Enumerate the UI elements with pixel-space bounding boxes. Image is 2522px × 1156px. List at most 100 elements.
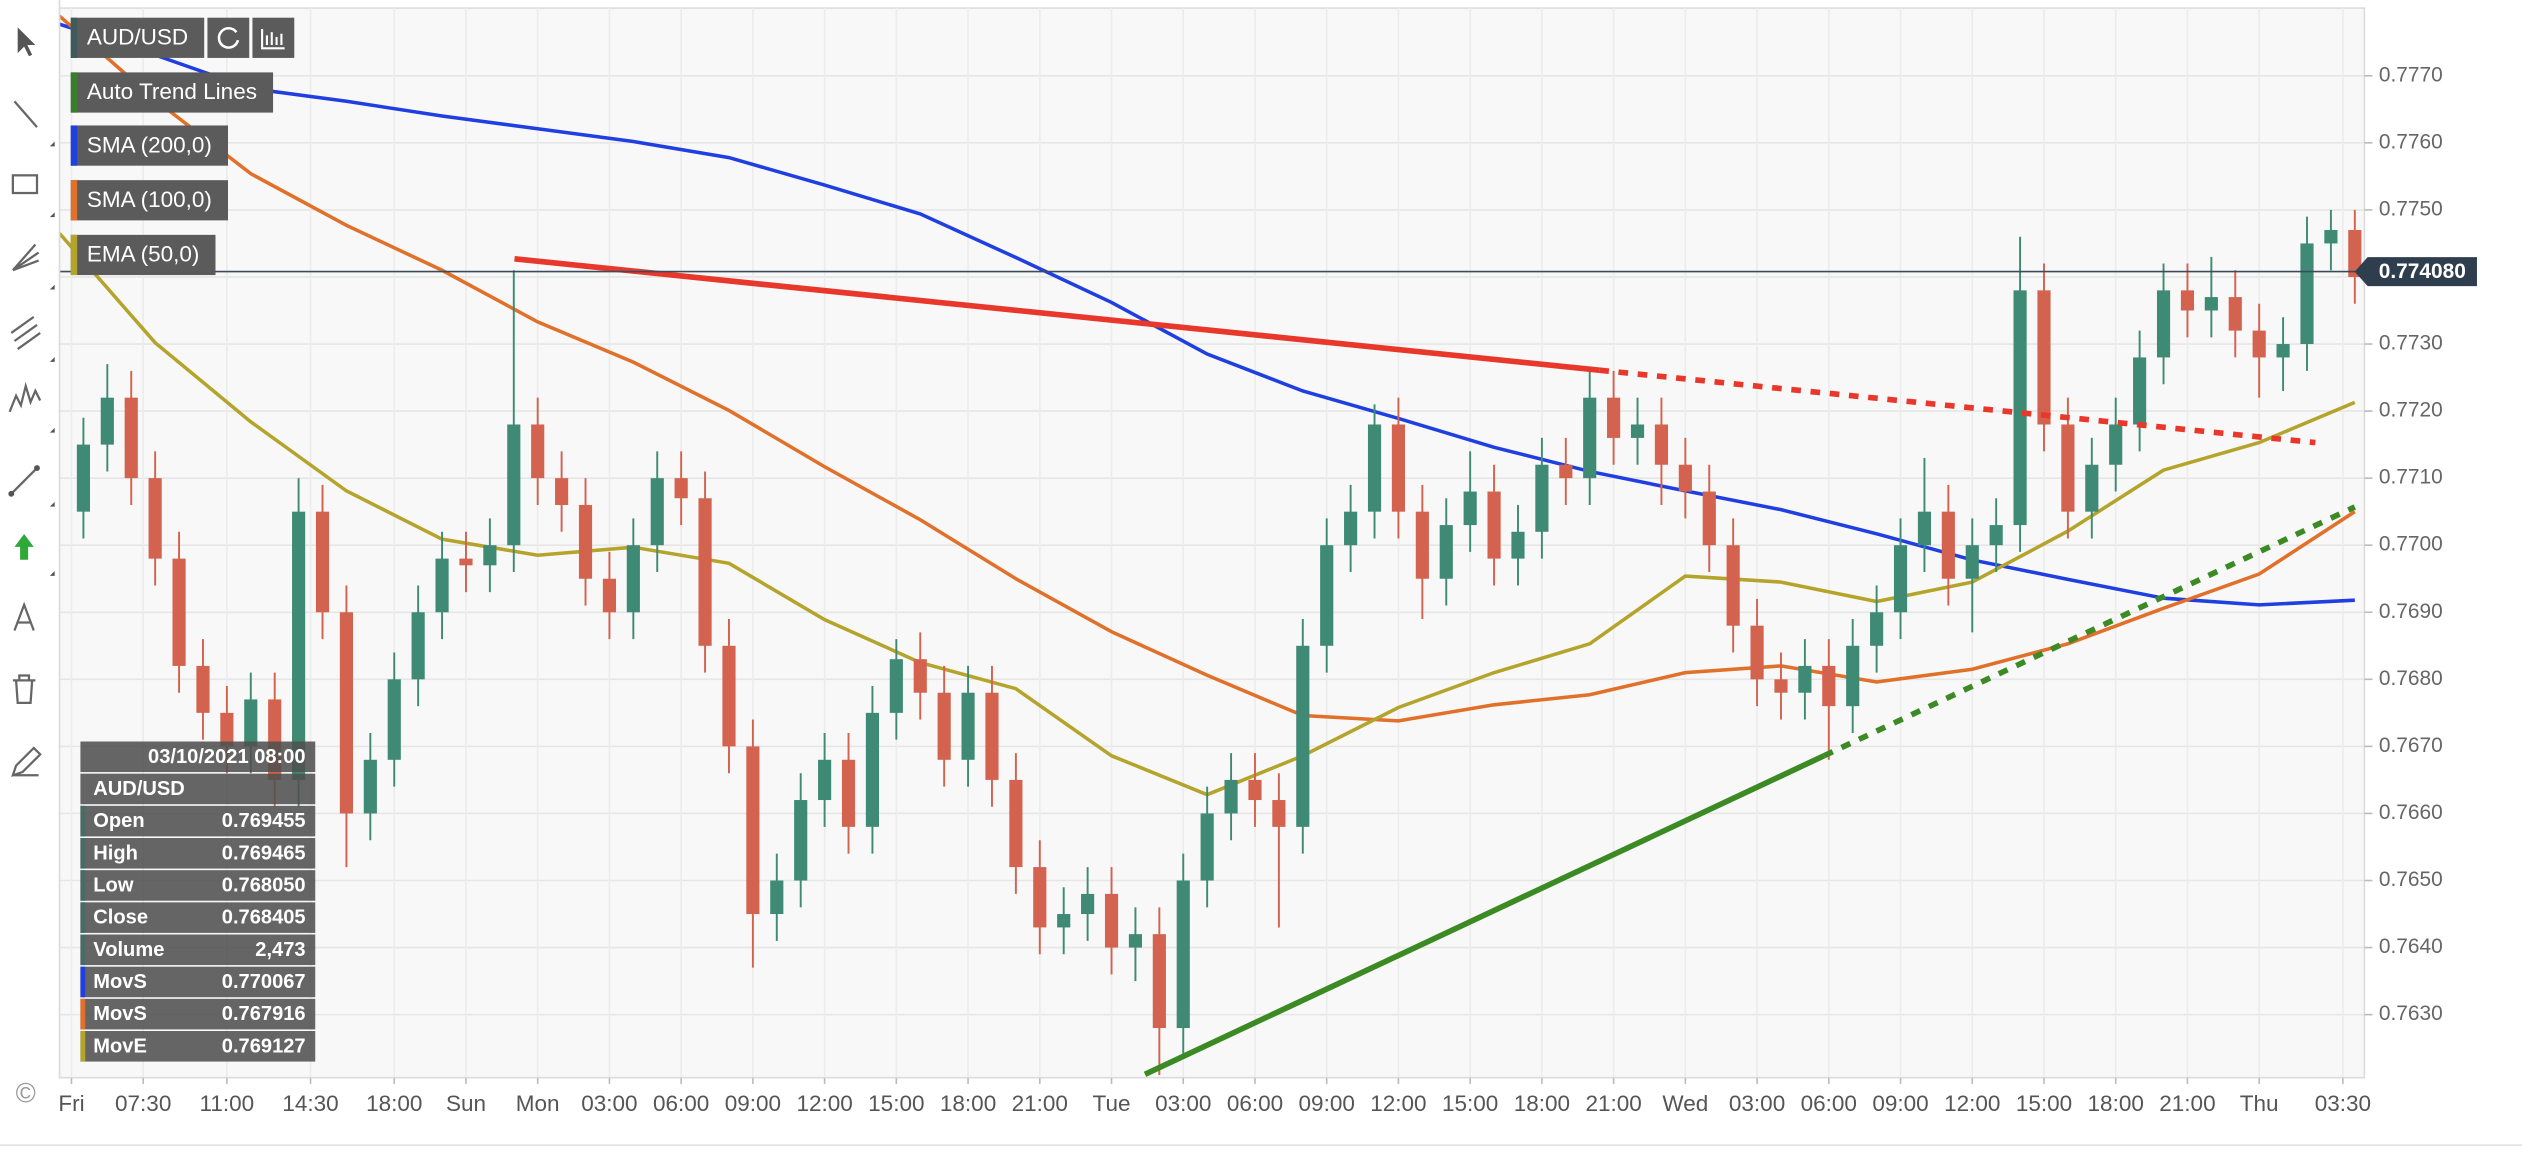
candle-body (435, 558, 449, 613)
y-tick-label: 0.7650 (2379, 868, 2443, 891)
candle-body (2061, 424, 2075, 512)
info-label: MovS (93, 1003, 147, 1025)
candle-body (2180, 290, 2195, 311)
candle-body (1200, 813, 1214, 881)
candle-body (172, 558, 186, 666)
candle-body (507, 424, 521, 546)
channel-tool[interactable] (10, 315, 55, 362)
edit-tool[interactable] (11, 746, 42, 778)
y-tick-label: 0.7670 (2379, 734, 2443, 757)
info-value: 2,473 (255, 939, 305, 961)
settings-button[interactable] (252, 17, 295, 58)
last-price-marker (2354, 257, 2477, 287)
legend-item[interactable]: AUD/USD (70, 17, 205, 58)
legend-item[interactable]: EMA (50,0) (70, 234, 216, 276)
x-tick-label: 12:00 (796, 1091, 852, 1116)
candle-body (674, 478, 688, 499)
candle-body (1822, 665, 1836, 707)
copyright: © (16, 1078, 36, 1109)
x-tick-label: Mon (516, 1091, 560, 1116)
y-tick-label: 0.7640 (2379, 935, 2443, 958)
candle-body (76, 444, 90, 512)
line-tool[interactable] (13, 100, 55, 147)
candle-body (1009, 779, 1023, 868)
candle-body (1702, 491, 1716, 546)
candle-body (1870, 612, 1884, 646)
info-date: 03/10/2021 08:00 (148, 746, 306, 768)
x-tick-label: 21:00 (1012, 1091, 1068, 1116)
candle-body (1320, 545, 1334, 646)
text-tool[interactable] (13, 601, 35, 631)
legend-item[interactable]: SMA (200,0) (70, 125, 229, 166)
x-tick-label: 03:00 (1729, 1091, 1785, 1116)
candle-body (1224, 779, 1238, 814)
info-row (80, 902, 316, 933)
candle-body (1272, 800, 1286, 827)
candle-body (1367, 424, 1382, 512)
candle-body (2324, 230, 2338, 244)
candle-body (650, 478, 664, 546)
info-row (80, 966, 316, 998)
info-label: Volume (93, 939, 164, 961)
cursor-tool[interactable] (17, 27, 36, 57)
legend-swatch (70, 234, 78, 276)
legend-box (70, 234, 216, 276)
candle-body (1248, 779, 1262, 801)
legend-item[interactable]: Auto Trend Lines (70, 72, 274, 113)
candle-body (483, 545, 497, 566)
x-tick-label: 09:00 (725, 1091, 781, 1116)
info-label: High (93, 842, 138, 864)
x-tick-label: 15:00 (868, 1091, 924, 1116)
x-tick-label: Sun (446, 1091, 486, 1116)
candle-body (411, 612, 425, 680)
info-row-swatch (80, 934, 86, 966)
candle-body (1941, 511, 1955, 579)
legend-label: AUD/USD (87, 25, 188, 50)
rectangle-tool[interactable] (11, 174, 55, 218)
legend: AUD/USD Auto Trend Lines SMA (200,0) SMA (1… (70, 17, 295, 276)
candle-body (913, 659, 927, 693)
candle-body (1391, 424, 1406, 512)
candle-body (2348, 230, 2362, 277)
candle-body (698, 498, 712, 646)
x-tick-label: 12:00 (1944, 1091, 2000, 1116)
delete-tool[interactable] (12, 674, 36, 705)
candle-body (2109, 424, 2123, 465)
y-tick-label: 0.7630 (2379, 1002, 2443, 1025)
legend-box (70, 180, 229, 221)
info-value: 0.769127 (222, 1035, 306, 1057)
settings-button-box (252, 17, 295, 58)
trend-line (1822, 504, 2356, 759)
candle-body (1128, 934, 1143, 948)
legend-item[interactable]: SMA (100,0) (70, 180, 229, 221)
info-symbol-row (80, 773, 316, 805)
info-row (80, 1031, 316, 1062)
candle-body (1487, 491, 1501, 559)
candle-body (2204, 297, 2218, 311)
candle-body (292, 511, 306, 780)
y-tick-label: 0.7770 (2379, 63, 2443, 86)
x-tick-label: 21:00 (2159, 1091, 2215, 1116)
info-value: 0.768405 (222, 907, 306, 929)
indicator-line (58, 14, 2356, 723)
candle-body (1893, 545, 1908, 613)
candle-body (578, 504, 593, 579)
candle-body (2300, 243, 2314, 345)
candle-body (1439, 525, 1453, 579)
candle-body (2085, 464, 2099, 512)
candle-body (1989, 525, 2003, 546)
info-value: 0.769465 (222, 842, 306, 864)
candle-body (124, 397, 138, 479)
trend-lines (514, 256, 2356, 1077)
info-row-swatch (80, 1031, 86, 1062)
x-tick-label: 15:00 (1442, 1091, 1498, 1116)
x-tick-label: 06:00 (1801, 1091, 1857, 1116)
overlay: 0.774080 (59, 257, 2477, 287)
info-row-swatch (80, 838, 86, 869)
x-tick-label: 03:30 (2315, 1091, 2371, 1116)
candle-body (961, 692, 975, 760)
y-tick-label: 0.7730 (2379, 332, 2443, 355)
info-date-row (80, 741, 316, 773)
refresh-button[interactable] (207, 17, 250, 58)
